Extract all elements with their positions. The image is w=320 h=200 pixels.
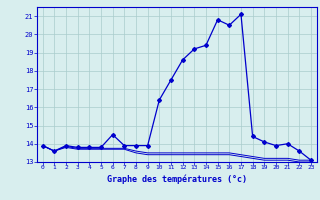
X-axis label: Graphe des températures (°c): Graphe des températures (°c) (107, 175, 247, 184)
